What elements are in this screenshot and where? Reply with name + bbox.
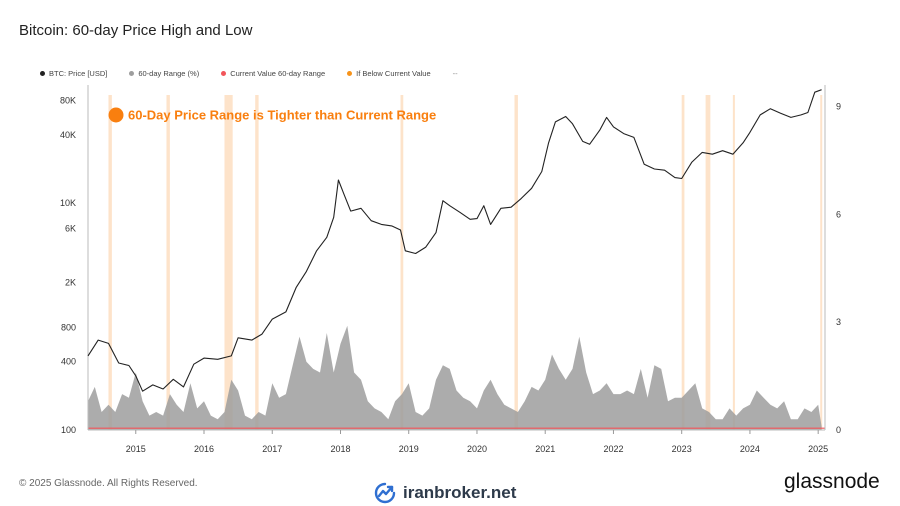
range-area <box>88 325 822 430</box>
highlight-band <box>820 95 823 430</box>
price-line <box>87 89 822 392</box>
watermark-brand: iranbroker.net <box>373 482 516 504</box>
highlight-band <box>224 95 233 430</box>
annotation-group: 60-Day Price Range is Tighter than Curre… <box>108 107 436 123</box>
x-tick-label: 2018 <box>330 444 350 454</box>
highlight-band <box>255 95 259 430</box>
highlight-band <box>108 95 112 430</box>
price-line-group <box>87 89 822 392</box>
legend-label-below: If Below Current Value <box>356 69 431 78</box>
y-left-tick-label: 800 <box>61 323 76 333</box>
x-tick-label: 2020 <box>467 444 487 454</box>
highlight-band <box>400 95 404 430</box>
copyright-footer: © 2025 Glassnode. All Rights Reserved. <box>19 478 198 489</box>
legend-dot-price <box>40 71 45 76</box>
x-tick-label: 2015 <box>126 444 146 454</box>
legend-item-current[interactable]: Current Value 60-day Range <box>221 69 325 78</box>
highlight-band <box>732 95 735 430</box>
y-left-tick-label: 100 <box>61 425 76 435</box>
legend-dot-current <box>221 71 227 76</box>
annotation-text: 60-Day Price Range is Tighter than Curre… <box>128 108 436 123</box>
highlight-band <box>166 95 170 430</box>
tick-labels: 80K 40K 10K 6K 2K 800 400 100 9 6 3 0 2015 2016 2017 20… <box>60 96 841 454</box>
x-tick-label: 2019 <box>399 444 419 454</box>
legend-label-extra: -- <box>452 69 458 78</box>
legend-label-range: 60-day Range (%) <box>138 69 200 78</box>
highlight-band <box>705 95 711 430</box>
legend-label-current: Current Value 60-day Range <box>230 69 326 78</box>
chart-title: Bitcoin: 60-day Price High and Low <box>19 22 253 39</box>
brand-text: iranbroker.net <box>403 483 517 502</box>
legend-dot-below <box>347 71 353 76</box>
range-area-group <box>88 325 825 430</box>
x-tick-label: 2021 <box>535 444 555 454</box>
y-left-tick-label: 10K <box>60 198 76 208</box>
x-tick-label: 2023 <box>672 444 692 454</box>
legend-item-below[interactable]: If Below Current Value <box>347 69 431 78</box>
x-tick-label: 2017 <box>262 444 282 454</box>
annotation-dot <box>108 107 124 123</box>
y-left-tick-label: 6K <box>65 223 76 233</box>
legend: BTC: Price [USD] 60-day Range (%) Curren… <box>40 69 480 78</box>
legend-label-price: BTC: Price [USD] <box>49 69 108 78</box>
y-left-tick-label: 80K <box>60 96 76 106</box>
y-right-tick-label: 0 <box>836 425 841 435</box>
x-tick-label: 2016 <box>194 444 214 454</box>
axes <box>87 85 826 431</box>
x-tick-label: 2024 <box>740 444 760 454</box>
y-right-tick-label: 9 <box>836 102 841 112</box>
legend-item-extra[interactable]: -- <box>453 69 458 78</box>
legend-item-range[interactable]: 60-day Range (%) <box>129 69 199 78</box>
y-left-tick-label: 2K <box>65 277 76 287</box>
highlight-band <box>514 95 518 430</box>
highlight-bands <box>108 95 823 430</box>
y-right-tick-label: 3 <box>836 317 841 327</box>
y-left-tick-label: 400 <box>61 357 76 367</box>
legend-dot-range <box>129 71 135 76</box>
legend-item-price[interactable]: BTC: Price [USD] <box>40 69 107 78</box>
y-left-tick-label: 40K <box>60 130 76 140</box>
y-right-tick-label: 6 <box>836 209 841 219</box>
x-tick-label: 2025 <box>808 444 828 454</box>
highlight-band <box>681 95 685 430</box>
glassnode-logo: glassnode <box>784 470 880 493</box>
trend-icon <box>374 482 396 504</box>
x-tick-label: 2022 <box>603 444 623 454</box>
